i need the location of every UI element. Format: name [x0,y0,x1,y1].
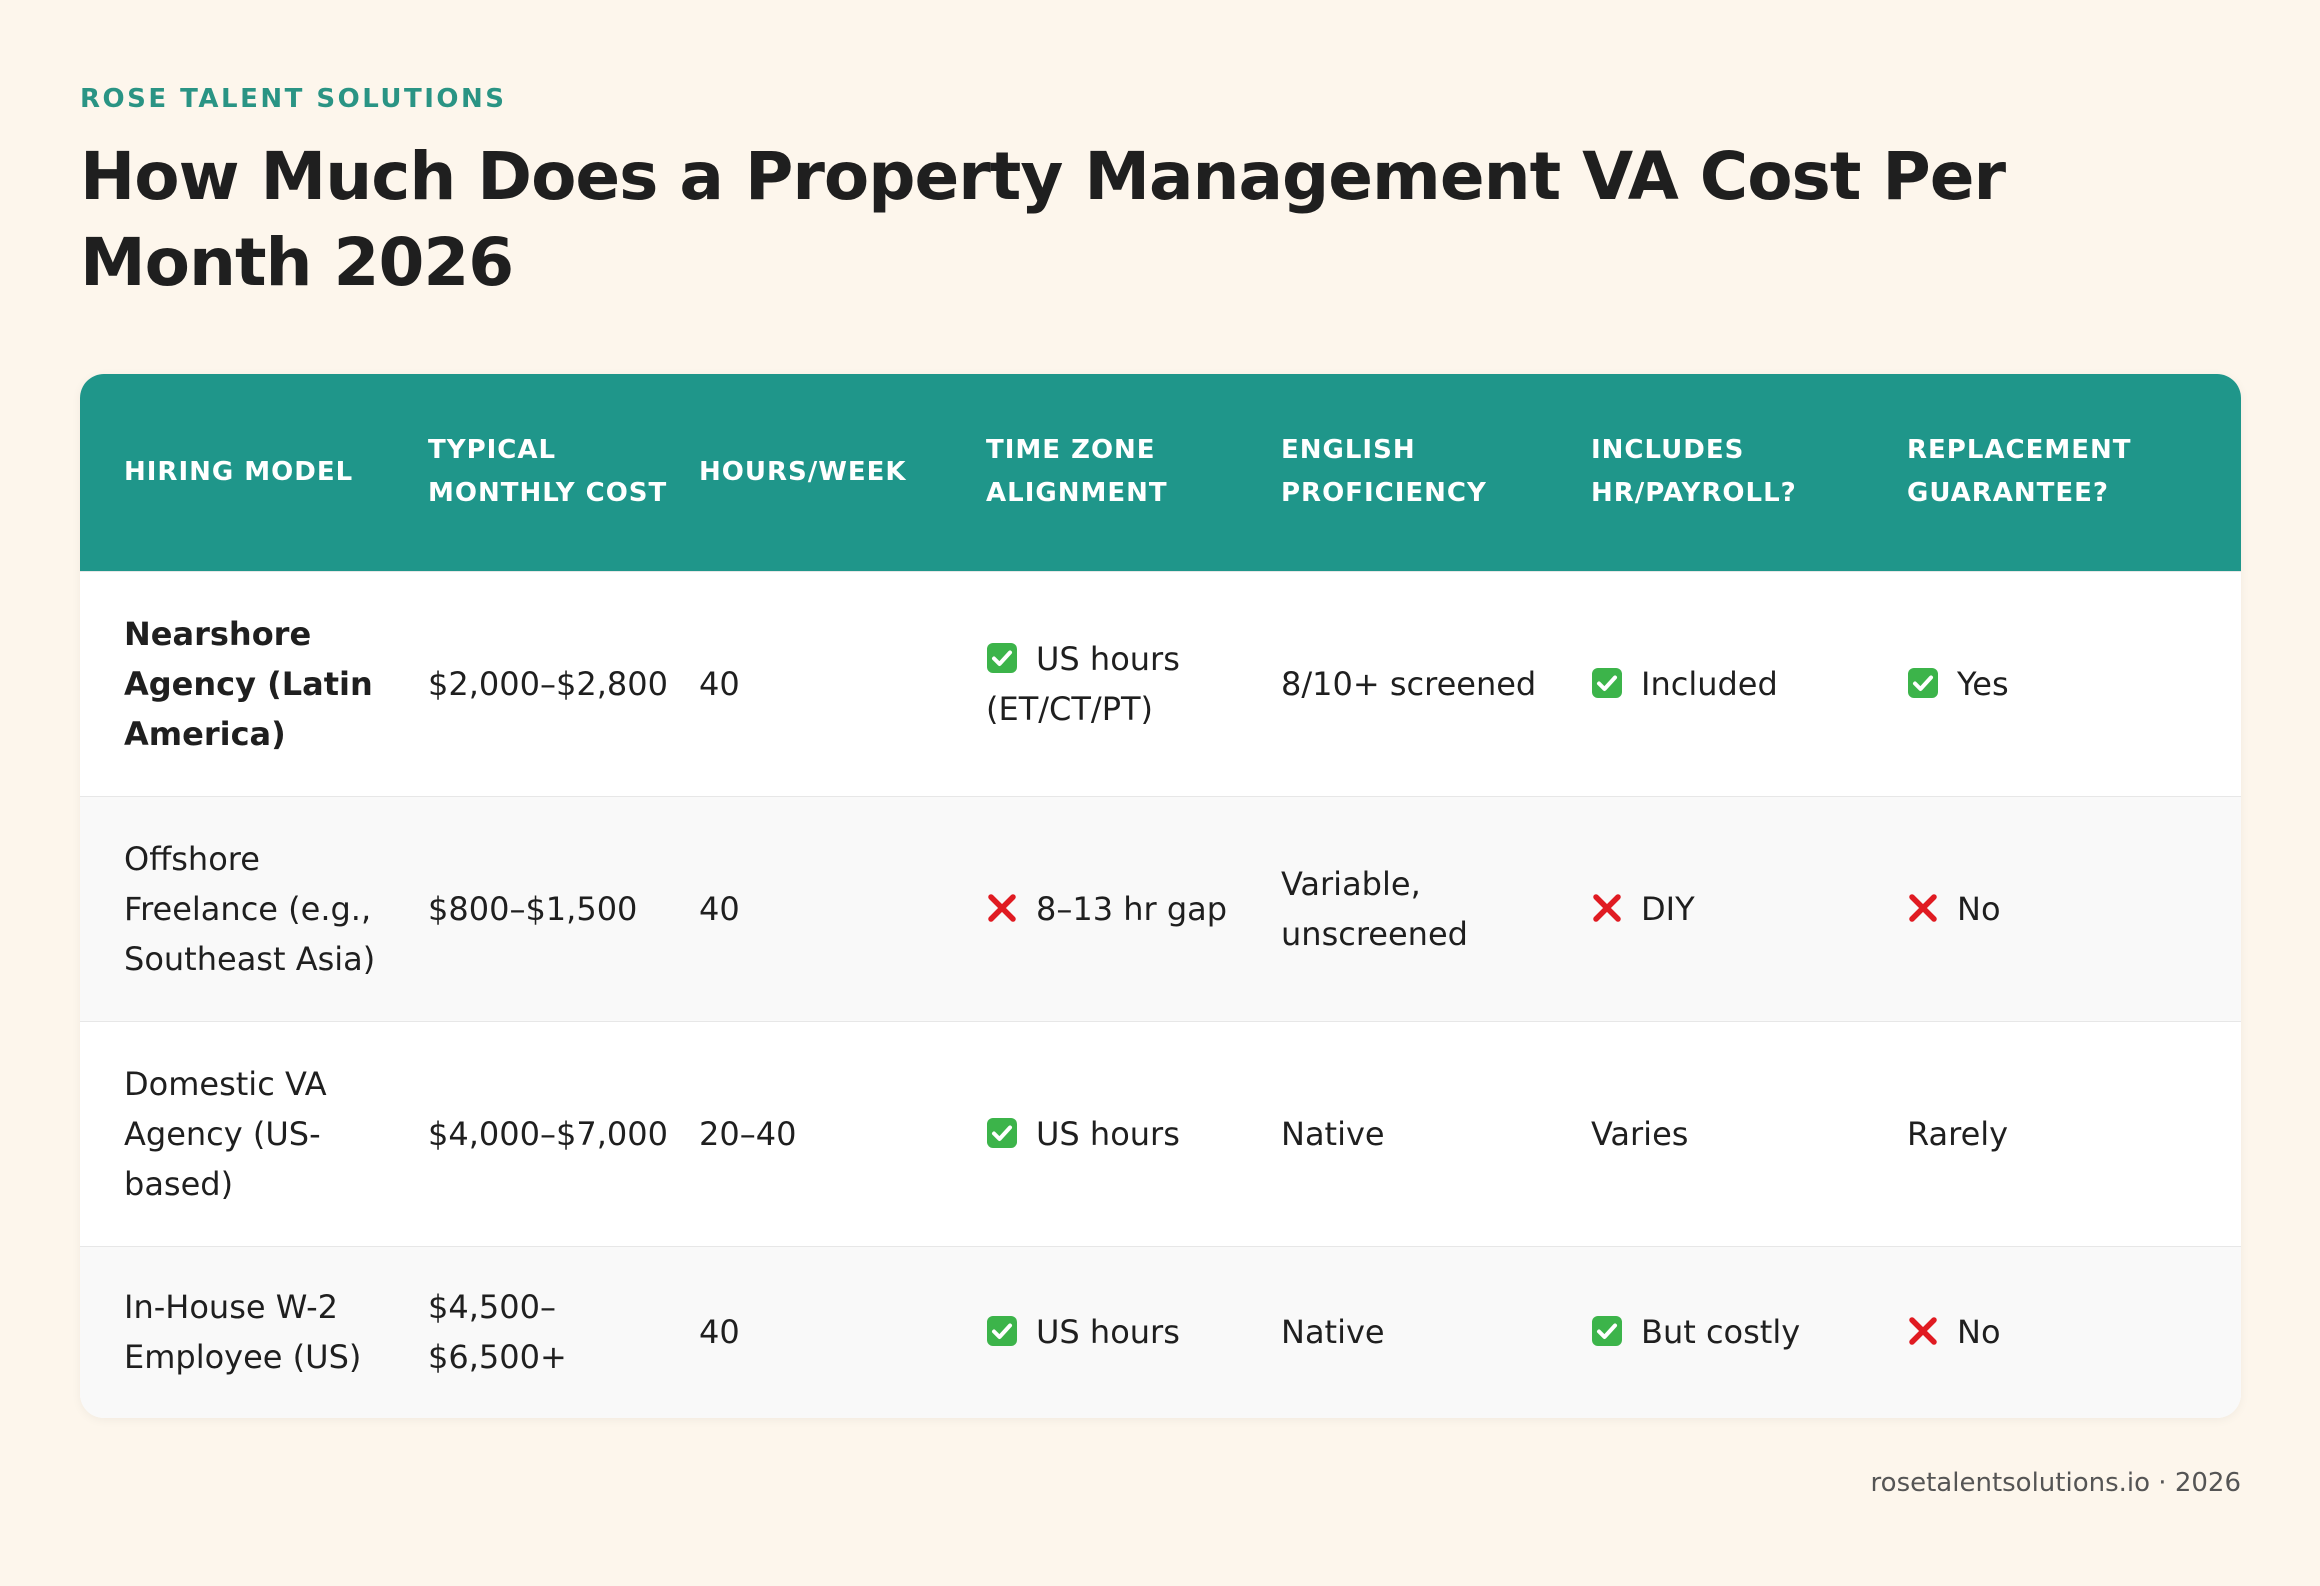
column-header: INCLUDES HR/PAYROLL? [1591,374,1907,571]
brand: ROSE TALENT SOLUTIONS [80,84,507,114]
cell-text: DIY [1641,889,1695,928]
cross-icon [1909,1317,1937,1345]
table-cell: Domestic VA Agency (US-based) [80,1020,428,1246]
column-header: HIRING MODEL [80,374,428,571]
cross-icon [1593,893,1621,922]
table-cell: DIY [1591,795,1907,1021]
table-cell: But costly [1591,1245,1907,1418]
table-cell: 40 [699,1245,986,1418]
table-card: HIRING MODEL TYPICAL MONTHLY COST HOURS/WE… [80,374,2241,1418]
table-row: In-House W-2 Employee (US) $4,500–$6,500+… [80,1245,2241,1418]
table-cell: US hours [986,1020,1281,1246]
table-cell: US hours [986,1245,1281,1418]
cell-text: US hours (ET/CT/PT) [986,639,1180,728]
table-cell: $4,000–$7,000 [428,1020,699,1246]
cell-text: No [1957,889,2001,928]
table-cell: Rarely [1907,1020,2241,1246]
table-cell: Yes [1907,570,2241,796]
column-header: TYPICAL MONTHLY COST [428,374,699,571]
column-header: REPLACEMENT GUARANTEE? [1907,374,2241,571]
cell-text: US hours [1036,1313,1180,1352]
table-cell: Native [1281,1020,1591,1246]
table-cell: $4,500–$6,500+ [428,1245,699,1418]
table-cell: 20–40 [699,1020,986,1246]
table-cell: 40 [699,570,986,796]
check-icon [987,1117,1017,1148]
table-cell: 8/10+ screened [1281,570,1591,796]
cross-icon [1909,893,1937,922]
table-cell: Offshore Freelance (e.g., Southeast Asia… [80,795,428,1021]
cell-text: No [1957,1313,2001,1352]
cell-text: US hours [1036,1114,1180,1153]
cell-text: 8–13 hr gap [1036,889,1228,928]
check-icon [987,1316,1017,1347]
table-cell: Included [1591,570,1907,796]
table-cell: Nearshore Agency (Latin America) [80,570,428,796]
table-row: Domestic VA Agency (US-based) $4,000–$7,0… [80,1020,2241,1246]
column-header: ENGLISH PROFICIENCY [1281,374,1591,571]
cell-text: Yes [1957,664,2009,703]
table-row: Nearshore Agency (Latin America) $2,000–$… [80,570,2241,796]
footer-source: rosetalentsolutions.io · 2026 [1870,1468,2241,1498]
cell-text: Included [1641,664,1778,703]
check-icon [1908,667,1938,698]
check-icon [987,642,1017,673]
table-cell: 40 [699,795,986,1021]
header-row: HIRING MODEL TYPICAL MONTHLY COST HOURS/WE… [80,374,2241,571]
check-icon [1592,1316,1622,1347]
table-row: Offshore Freelance (e.g., Southeast Asia… [80,795,2241,1021]
table-cell: In-House W-2 Employee (US) [80,1245,428,1418]
table-cell: US hours (ET/CT/PT) [986,570,1281,796]
cell-text: But costly [1641,1313,1801,1352]
table-cell: $2,000–$2,800 [428,570,699,796]
table-cell: Varies [1591,1020,1907,1246]
table-cell: Variable, unscreened [1281,795,1591,1021]
table-cell: Native [1281,1245,1591,1418]
check-icon [1592,667,1622,698]
table-body: Nearshore Agency (Latin America) $2,000–$… [80,570,2241,1418]
column-header: TIME ZONE ALIGNMENT [986,374,1281,571]
table-cell: No [1907,1245,2241,1418]
comparison-table: HIRING MODEL TYPICAL MONTHLY COST HOURS/WE… [80,374,2241,1418]
table-cell: No [1907,795,2241,1021]
table-cell: $800–$1,500 [428,795,699,1021]
column-header: HOURS/WEEK [699,374,986,571]
cross-icon [988,893,1016,922]
table-cell: 8–13 hr gap [986,795,1281,1021]
title: How Much Does a Property Management VA C… [80,138,2006,301]
